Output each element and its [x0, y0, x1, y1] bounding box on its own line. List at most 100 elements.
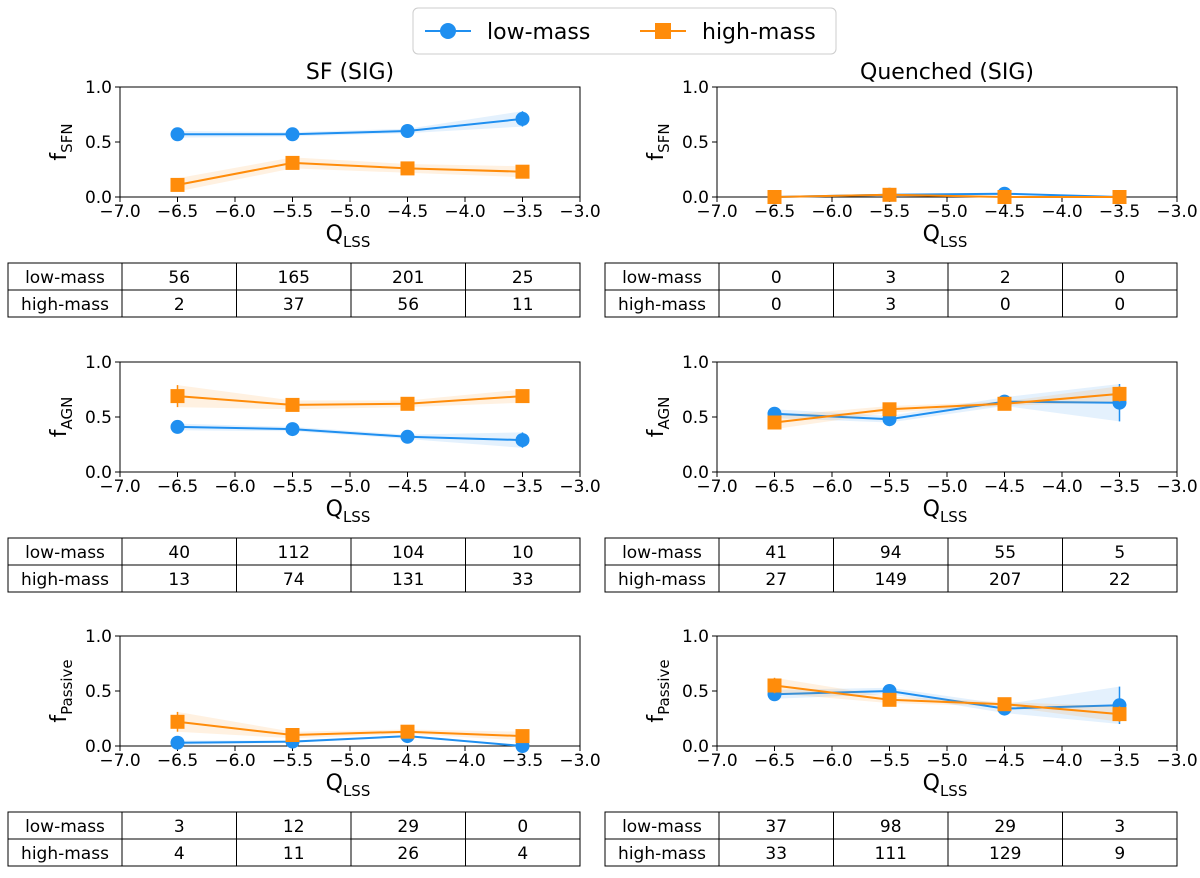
y-tick-label: 1.0 [85, 353, 112, 373]
axes-frame [119, 361, 581, 473]
table-cell: 13 [168, 570, 190, 590]
x-tick-label: −4.0 [444, 202, 485, 222]
y-axis-label-sub: AGN [655, 397, 673, 430]
data-point-high-mass [285, 397, 300, 412]
table-cell: 3 [174, 817, 185, 837]
table-row-label: low-mass [25, 817, 105, 837]
y-axis-label: fPassive [47, 659, 76, 722]
data-point-high-mass [767, 190, 782, 204]
count-table: low-mass 37 98 29 3 high-mass 33 111 129 9 [604, 811, 1178, 867]
panel-2: −7.0 −6.5 −6.0 −5.5 −5.0 −4.5 −4.0 −3.5 −3.0 0.0 0… [7, 353, 601, 593]
data-point-high-mass [515, 389, 530, 404]
x-tick-label: −7.0 [696, 477, 737, 497]
x-tick-label: −3.5 [1099, 751, 1140, 771]
data-point-low-mass [285, 127, 300, 142]
y-axis-label-main: f [644, 714, 669, 723]
y-tick-label: 1.0 [682, 353, 709, 373]
y-tick-label: 0.5 [85, 408, 112, 428]
x-tick-label: −6.0 [214, 202, 255, 222]
legend-label-high-mass: high-mass [702, 20, 816, 45]
x-tick-label: −4.5 [387, 477, 428, 497]
x-tick-label: −6.5 [157, 477, 198, 497]
table-cell: 12 [283, 817, 305, 837]
x-axis-label-sub: LSS [343, 233, 370, 251]
table-row-label: high-mass [21, 570, 109, 590]
x-axis-label: QLSS [923, 222, 968, 251]
panel-5: −7.0 −6.5 −6.0 −5.5 −5.0 −4.5 −4.0 −3.5 −3.0 0.0 0… [604, 627, 1198, 867]
table-row-label: low-mass [622, 817, 702, 837]
y-tick-label: 1.0 [682, 78, 709, 98]
x-tick-label: −7.0 [99, 477, 140, 497]
x-tick-label: −3.0 [559, 202, 600, 222]
x-tick-label: −6.0 [811, 477, 852, 497]
x-tick-label: −6.5 [754, 202, 795, 222]
table-cell: 5 [1114, 543, 1125, 563]
x-axis-label-main: Q [326, 222, 343, 247]
y-tick-label: 1.0 [682, 627, 709, 647]
data-point-high-mass [882, 187, 897, 202]
x-tick-label: −4.5 [984, 751, 1025, 771]
data-point-low-mass [515, 111, 530, 126]
x-tick-label: −5.0 [926, 751, 967, 771]
x-axis-label: QLSS [326, 771, 371, 800]
x-tick-label: −6.0 [214, 477, 255, 497]
table-cell: 56 [397, 295, 419, 315]
series-line-high-mass [177, 395, 523, 406]
x-tick-label: −3.5 [502, 477, 543, 497]
table-cell: 94 [880, 543, 902, 563]
table-cell: 4 [174, 844, 185, 864]
table-row-label: high-mass [618, 844, 706, 864]
data-point-high-mass [170, 389, 185, 404]
x-tick-label: −5.0 [329, 477, 370, 497]
table-cell: 22 [1109, 570, 1131, 590]
table-cell: 207 [989, 570, 1021, 590]
series-line-low-mass [177, 425, 523, 442]
table-cell: 11 [512, 295, 534, 315]
table-cell: 0 [1114, 295, 1125, 315]
table-cell: 149 [875, 570, 907, 590]
table-cell: 29 [994, 817, 1016, 837]
x-tick-label: −4.0 [1041, 477, 1082, 497]
x-tick-label: −7.0 [696, 202, 737, 222]
series-line-low-mass [177, 735, 523, 747]
table-cell: 0 [1000, 295, 1011, 315]
data-point-high-mass [170, 177, 185, 192]
data-point-high-mass [767, 415, 782, 430]
legend-frame [412, 7, 837, 55]
y-axis-label: fPassive [644, 659, 673, 722]
table-cell: 74 [283, 570, 305, 590]
x-axis-label: QLSS [326, 497, 371, 526]
x-tick-label: −7.0 [696, 751, 737, 771]
y-tick-label: 0.0 [682, 188, 709, 208]
x-axis-label-sub: LSS [940, 233, 967, 251]
table-cell: 129 [989, 844, 1021, 864]
x-axis-label: QLSS [923, 771, 968, 800]
data-point-high-mass [515, 729, 530, 744]
series-line-high-mass [774, 684, 1120, 716]
x-axis-label-main: Q [923, 497, 940, 522]
data-point-high-mass [515, 164, 530, 179]
table-cell: 104 [392, 543, 424, 563]
table-cell: 55 [994, 543, 1016, 563]
x-axis-label-sub: LSS [940, 782, 967, 800]
table-cell: 11 [283, 844, 305, 864]
table-cell: 33 [765, 844, 787, 864]
data-point-high-mass [285, 155, 300, 170]
table-row-label: high-mass [21, 295, 109, 315]
table-cell: 0 [771, 268, 782, 288]
x-tick-label: −7.0 [99, 202, 140, 222]
y-axis-label: fSFN [47, 123, 76, 160]
data-point-high-mass [882, 402, 897, 417]
table-cell: 112 [278, 543, 310, 563]
table-cell: 111 [875, 844, 907, 864]
y-axis-label: fAGN [644, 397, 673, 438]
x-tick-label: −4.0 [1041, 751, 1082, 771]
error-band-low-mass [774, 686, 1120, 724]
data-point-high-mass [1112, 190, 1127, 204]
x-axis-label-main: Q [326, 497, 343, 522]
series-line-low-mass [177, 117, 523, 136]
data-point-high-mass [400, 161, 415, 176]
table-cell: 201 [392, 268, 424, 288]
table-cell: 10 [512, 543, 534, 563]
x-tick-label: −5.5 [272, 751, 313, 771]
